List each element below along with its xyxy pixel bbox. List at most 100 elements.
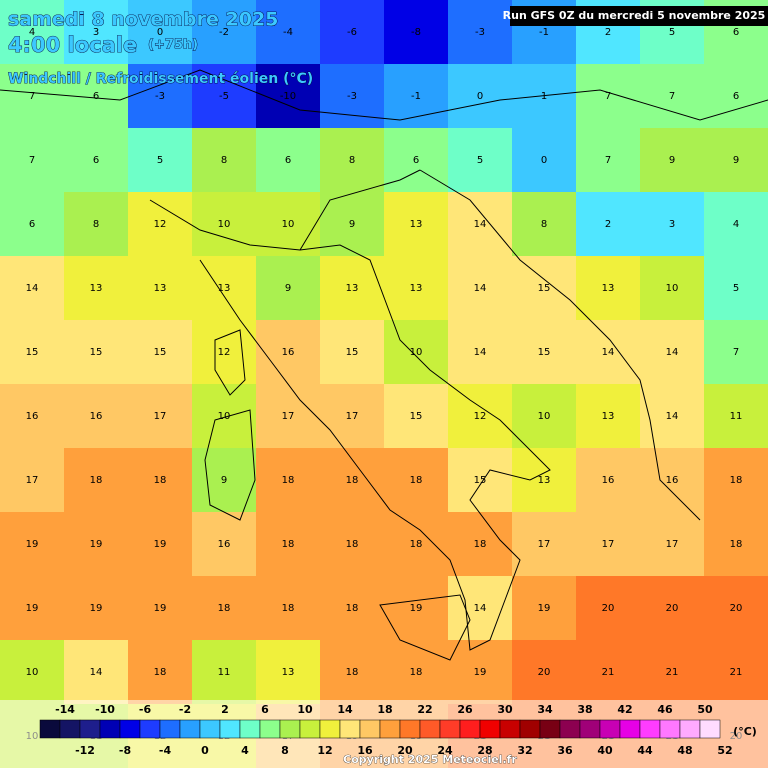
field-cell	[640, 640, 705, 705]
cell-value: 11	[218, 667, 231, 678]
field-cell	[384, 384, 449, 449]
field-cell	[256, 640, 321, 705]
cell-value: 17	[602, 539, 615, 550]
cell-value: 0	[541, 155, 547, 166]
borders	[0, 69, 768, 121]
field-cell	[576, 320, 641, 385]
cell-value: 12	[474, 411, 487, 422]
field-cell	[640, 448, 705, 513]
field-cell	[704, 320, 768, 385]
cell-value: 20	[602, 603, 615, 614]
cell-value: 6	[93, 91, 99, 102]
legend-label: 8	[281, 744, 289, 757]
legend-label: 26	[457, 703, 473, 716]
field-cell	[448, 128, 513, 193]
cell-value: 20	[666, 603, 679, 614]
field-cell	[512, 448, 577, 513]
cell-value: 13	[538, 475, 551, 486]
cell-value: -6	[347, 27, 357, 38]
cell-value: 19	[154, 539, 167, 550]
legend-swatch	[399, 719, 421, 739]
cell-value: -3	[475, 27, 485, 38]
cell-value: 21	[602, 667, 615, 678]
cell-value: 14	[474, 603, 487, 614]
legend-swatch	[539, 719, 561, 739]
cell-value: 14	[666, 347, 679, 358]
cell-value: 4	[29, 27, 35, 38]
legend-swatch	[219, 719, 241, 739]
cell-value: -10	[280, 91, 296, 102]
field-cell	[320, 640, 385, 705]
cell-value: 18	[346, 539, 359, 550]
cell-value: 5	[477, 155, 483, 166]
cell-value: 11	[730, 411, 743, 422]
field-cell	[256, 0, 321, 65]
field-cell	[640, 320, 705, 385]
field-cell	[576, 448, 641, 513]
legend-label: 18	[377, 703, 392, 716]
legend-swatch	[659, 719, 681, 739]
cell-value: 8	[349, 155, 355, 166]
field-cell	[192, 512, 257, 577]
field-cell	[0, 64, 65, 129]
cell-value: 8	[221, 155, 227, 166]
cell-value: -5	[219, 91, 229, 102]
cell-value: 17	[282, 411, 295, 422]
field-cell	[320, 0, 385, 65]
legend-label: 0	[201, 744, 209, 757]
field-cell	[64, 320, 129, 385]
cell-value: 10	[666, 283, 679, 294]
field-cell	[320, 256, 385, 321]
field-cell	[0, 640, 65, 705]
legend-swatch	[139, 719, 161, 739]
field-cell	[320, 448, 385, 513]
field-cell	[384, 448, 449, 513]
field-cell	[704, 640, 768, 705]
field-cell	[0, 448, 65, 513]
field-cell	[192, 64, 257, 129]
legend-label: 52	[717, 744, 732, 757]
cell-value: 6	[29, 219, 35, 230]
cell-value: 19	[90, 539, 103, 550]
field-cell	[512, 256, 577, 321]
cell-value: 15	[474, 475, 487, 486]
sicily	[379, 594, 471, 661]
cell-value: 5	[733, 283, 739, 294]
cell-value: 15	[154, 347, 167, 358]
field-cell	[192, 256, 257, 321]
field-cell	[192, 320, 257, 385]
field-cell	[448, 0, 513, 65]
legend-label: 32	[517, 744, 532, 757]
cell-value: 10	[218, 219, 231, 230]
field-cell	[256, 256, 321, 321]
field-cell	[384, 512, 449, 577]
legend-swatch	[179, 719, 201, 739]
cell-value: 18	[474, 539, 487, 550]
legend-label: 50	[697, 703, 713, 716]
cell-value: 16	[602, 475, 615, 486]
field-cell	[448, 320, 513, 385]
field-cell	[512, 640, 577, 705]
cell-value: 13	[90, 283, 103, 294]
cell-value: 20	[730, 603, 743, 614]
legend-label: 16	[357, 744, 373, 757]
field-cell	[64, 448, 129, 513]
cell-value: 13	[602, 283, 615, 294]
cell-value: 10	[26, 667, 39, 678]
field-cell	[384, 576, 449, 641]
field-cell	[128, 0, 193, 65]
field-cell	[320, 320, 385, 385]
field-cell	[256, 576, 321, 641]
sardinia	[204, 409, 256, 521]
cell-value: -3	[155, 91, 165, 102]
legend-swatch	[419, 719, 441, 739]
cell-value: 18	[346, 603, 359, 614]
legend-label: -10	[95, 703, 115, 716]
legend-label: 36	[557, 744, 573, 757]
cell-value: -4	[283, 27, 293, 38]
field-cell	[128, 576, 193, 641]
cell-value: 15	[538, 283, 551, 294]
cell-value: 18	[90, 475, 103, 486]
legend-label: 4	[241, 744, 249, 757]
cell-value: 16	[218, 539, 231, 550]
